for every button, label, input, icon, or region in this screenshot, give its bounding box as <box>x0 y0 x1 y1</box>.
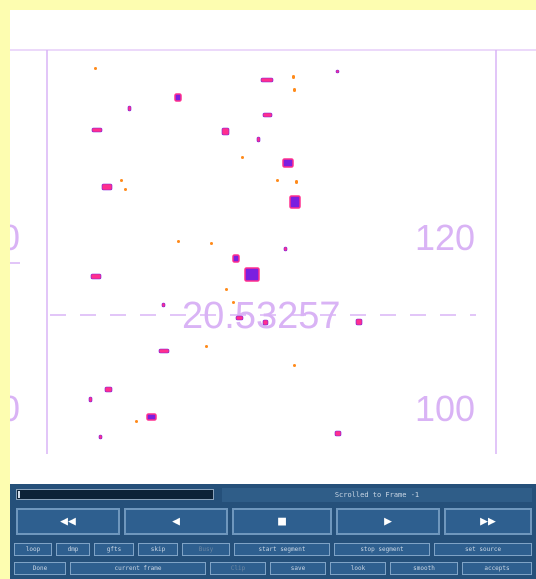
overlay-grid: 20.53257 0 0 120 100 <box>10 49 536 454</box>
source-blob <box>292 75 295 79</box>
source-blob <box>177 240 180 243</box>
source-blob <box>293 88 296 92</box>
source-blob <box>98 434 103 440</box>
source-blob <box>241 156 244 159</box>
playback-controls: Scrolled to Frame -1 ◀◀ ◀ ■ ▶ ▶▶ loop dm… <box>10 484 536 579</box>
right-label-top: 120 <box>415 217 475 258</box>
source-blob <box>232 301 235 304</box>
source-blob <box>262 319 269 326</box>
source-blob <box>94 67 97 70</box>
stop-segment-button[interactable]: stop segment <box>334 543 430 556</box>
source-blob <box>158 348 170 354</box>
left-label-top: 0 <box>10 217 20 258</box>
source-blob <box>88 396 93 403</box>
progress-bar[interactable] <box>16 489 214 500</box>
source-blob <box>205 345 208 348</box>
look-button[interactable]: look <box>330 562 386 575</box>
set-source-button[interactable]: set source <box>434 543 532 556</box>
right-label-bottom: 100 <box>415 388 475 429</box>
detected-sources <box>88 67 363 440</box>
status-text: Scrolled to Frame -1 <box>222 488 532 502</box>
start-segment-button[interactable]: start segment <box>234 543 330 556</box>
source-blob <box>335 69 340 74</box>
source-blob <box>90 273 102 280</box>
clip-button[interactable]: Clip <box>210 562 266 575</box>
loop-button[interactable]: loop <box>14 543 52 556</box>
rewind-icon: ◀◀ <box>60 514 76 529</box>
current-frame-button[interactable]: current frame <box>70 562 206 575</box>
progress-fill <box>18 491 20 498</box>
source-blob <box>289 195 301 209</box>
source-blob <box>124 188 127 191</box>
source-blob <box>235 315 244 321</box>
source-blob <box>104 386 113 393</box>
save-button[interactable]: save <box>270 562 326 575</box>
done-button[interactable]: Done <box>14 562 66 575</box>
source-blob <box>293 364 296 367</box>
source-blob <box>244 267 260 282</box>
source-blob <box>295 180 298 184</box>
stop-button[interactable]: ■ <box>232 508 332 535</box>
source-blob <box>221 127 230 136</box>
play-reverse-icon: ◀ <box>172 514 180 529</box>
source-blob <box>101 183 113 191</box>
source-blob <box>161 302 166 308</box>
play-button[interactable]: ▶ <box>336 508 440 535</box>
source-blob <box>127 105 132 112</box>
source-blob <box>146 413 157 421</box>
frame-canvas: 20.53257 0 0 120 100 <box>10 49 536 454</box>
source-blob <box>276 179 279 182</box>
accepts-button[interactable]: accepts <box>462 562 532 575</box>
source-blob <box>355 318 363 326</box>
source-blob <box>174 93 182 102</box>
source-blob <box>225 288 228 291</box>
rewind-button[interactable]: ◀◀ <box>16 508 120 535</box>
source-blob <box>260 77 274 83</box>
source-blob <box>232 254 240 263</box>
stop-icon: ■ <box>278 514 286 529</box>
source-blob <box>282 158 294 168</box>
source-blob <box>262 112 273 118</box>
source-blob <box>120 179 123 182</box>
skip-button[interactable]: skip <box>138 543 178 556</box>
play-icon: ▶ <box>384 514 392 529</box>
source-blob <box>135 420 138 423</box>
play-reverse-button[interactable]: ◀ <box>124 508 228 535</box>
image-viewer[interactable]: 20.53257 0 0 120 100 <box>10 10 536 484</box>
left-label-bottom: 0 <box>10 388 20 429</box>
fast-forward-button[interactable]: ▶▶ <box>444 508 532 535</box>
gfts-button[interactable]: gfts <box>94 543 134 556</box>
source-blob <box>283 246 288 252</box>
source-blob <box>256 136 261 143</box>
source-blob <box>91 127 103 133</box>
fast-forward-icon: ▶▶ <box>480 514 496 529</box>
smooth-button[interactable]: smooth <box>390 562 458 575</box>
busy-button[interactable]: Busy <box>182 543 230 556</box>
center-readout: 20.53257 <box>182 295 341 337</box>
source-blob <box>210 242 213 245</box>
source-blob <box>334 430 342 437</box>
dmp-button[interactable]: dmp <box>56 543 90 556</box>
